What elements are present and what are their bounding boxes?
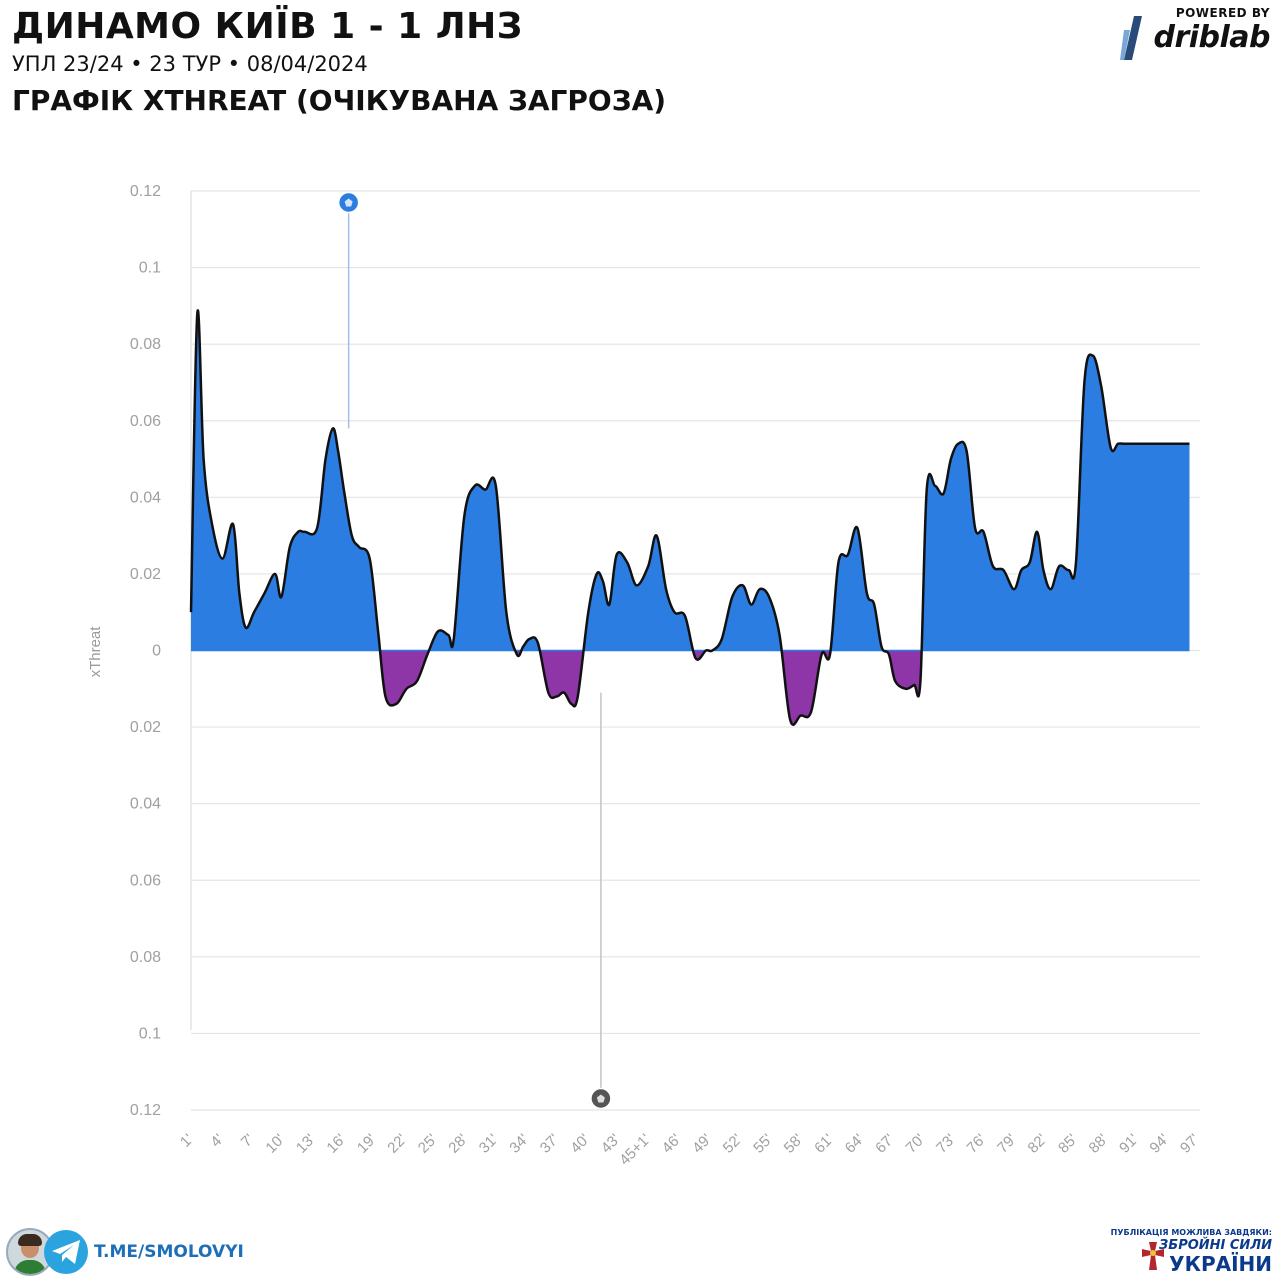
y-axis-ticks: 0.12 0.1 0.08 0.06 0.04 0.02 0 0.02 0.04 0.06 0.08…: [130, 183, 161, 1119]
x-tick-label: 64': [842, 1131, 868, 1157]
x-tick-label: 85': [1055, 1131, 1081, 1157]
y-tick-label: 0.12: [130, 183, 161, 200]
brand-logo[interactable]: POWERED BY driblab: [1120, 6, 1270, 60]
y-tick-label: 0.06: [130, 413, 161, 430]
x-tick-label: 25': [415, 1131, 441, 1157]
goal-markers: [337, 191, 612, 1110]
match-title: ДИНАМО КИЇВ 1 - 1 ЛНЗ: [12, 6, 523, 47]
y-tick-label: 0.08: [130, 336, 161, 353]
x-tick-label: 76': [964, 1131, 990, 1157]
x-axis-ticks: 1' 4' 7' 10' 13' 16' 19' 22' 25' 28' 31' 34' 37' 40' 4…: [177, 1131, 1203, 1169]
y-tick-label: 0: [152, 643, 161, 660]
x-tick-label: 61': [811, 1131, 837, 1157]
x-tick-label: 10': [262, 1131, 288, 1157]
y-tick-label: 0.04: [130, 796, 161, 813]
brand-name: driblab: [1153, 20, 1270, 55]
x-tick-label: 55': [750, 1131, 776, 1157]
x-tick-label: 70': [903, 1131, 929, 1157]
x-tick-label: 19': [354, 1131, 380, 1157]
x-tick-label: 94': [1146, 1131, 1172, 1157]
x-tick-label: 34': [506, 1131, 532, 1157]
y-tick-label: 0.04: [130, 489, 161, 506]
credit-line-2: УКРАЇНИ: [1169, 1252, 1272, 1276]
y-tick-label: 0.08: [130, 949, 161, 966]
ball-panel: [344, 198, 353, 207]
y-tick-label: 0.02: [130, 719, 161, 736]
driblab-mark-icon: [1120, 16, 1142, 60]
x-tick-label: 91': [1116, 1131, 1142, 1157]
cross-emblem-icon: [1142, 1242, 1164, 1270]
positive-area: [191, 310, 1190, 651]
chart-heading: ГРАФІК XTHREAT (ОЧІКУВАНА ЗАГРОЗА): [12, 84, 667, 117]
ball-panel: [596, 1094, 605, 1103]
x-tick-label: 67': [872, 1131, 898, 1157]
x-tick-label: 79': [994, 1131, 1020, 1157]
x-tick-label: 45+1': [616, 1131, 654, 1169]
y-axis-label: xThreat: [87, 626, 104, 678]
x-tick-label: 4': [207, 1131, 227, 1151]
x-tick-label: 58': [781, 1131, 807, 1157]
y-tick-label: 0.1: [139, 1025, 161, 1042]
x-tick-label: 22': [384, 1131, 410, 1157]
x-tick-label: 73': [933, 1131, 959, 1157]
xthreat-line: [189, 309, 1190, 726]
armed-forces-credit: ПУБЛІКАЦІЯ МОЖЛИВА ЗАВДЯКИ: ЗБРОЙНІ СИЛИ…: [1111, 1228, 1272, 1276]
y-tick-label: 0.12: [130, 1102, 161, 1119]
negative-area: [191, 650, 1190, 725]
x-tick-label: 31': [476, 1131, 502, 1157]
match-subtitle: УПЛ 23/24 • 23 ТУР • 08/04/2024: [12, 52, 368, 76]
x-tick-label: 16': [323, 1131, 349, 1157]
x-tick-label: 37': [537, 1131, 563, 1157]
y-tick-label: 0.02: [130, 566, 161, 583]
x-tick-label: 1': [177, 1131, 197, 1151]
telegram-icon: [44, 1230, 88, 1274]
credit-line-1: ЗБРОЙНІ СИЛИ: [1159, 1238, 1272, 1253]
x-tick-label: 13': [293, 1131, 319, 1157]
y-tick-label: 0.06: [130, 872, 161, 889]
xthreat-area: [189, 309, 1190, 726]
x-tick-label: 49': [689, 1131, 715, 1157]
x-tick-label: 46': [659, 1131, 685, 1157]
x-tick-label: 88': [1086, 1131, 1112, 1157]
x-tick-label: 40': [567, 1131, 593, 1157]
author-avatar: [6, 1228, 54, 1276]
x-tick-label: 82': [1025, 1131, 1051, 1157]
telegram-link[interactable]: T.ME/SMOLOVYI: [94, 1242, 244, 1262]
x-tick-label: 97': [1177, 1131, 1203, 1157]
x-tick-label: 7': [238, 1131, 258, 1151]
credit-note: ПУБЛІКАЦІЯ МОЖЛИВА ЗАВДЯКИ:: [1110, 1228, 1272, 1237]
x-tick-label: 28': [445, 1131, 471, 1157]
x-tick-label: 52': [720, 1131, 746, 1157]
y-tick-label: 0.1: [139, 260, 161, 277]
brand-powered-label: POWERED BY: [1175, 6, 1270, 20]
